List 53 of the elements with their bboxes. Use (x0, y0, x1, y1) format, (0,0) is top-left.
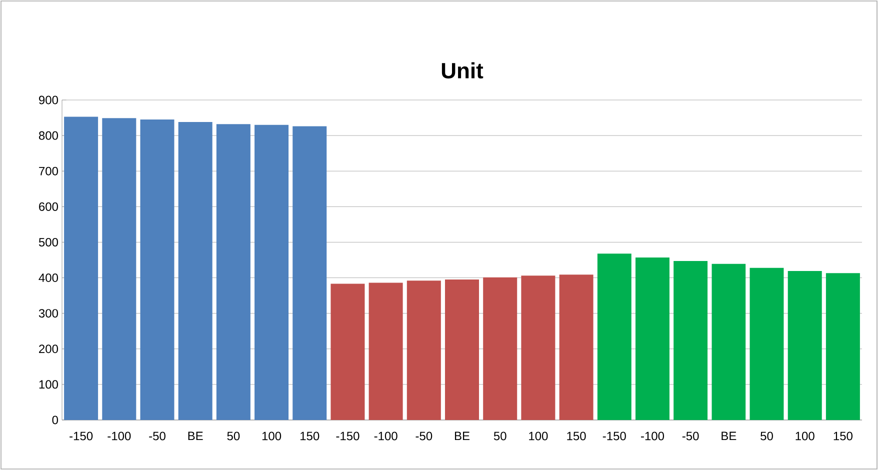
y-tick-label: 300 (38, 309, 58, 318)
bar (216, 124, 250, 420)
bar (178, 122, 212, 420)
bar (674, 261, 708, 420)
y-tick-label: 200 (39, 344, 58, 354)
bar (826, 273, 860, 420)
x-tick-label: -150 (336, 432, 360, 440)
y-tick-label: 700 (39, 166, 58, 176)
x-tick-label: 50 (760, 432, 773, 440)
x-tick-label: 100 (796, 432, 814, 440)
bar (483, 277, 518, 420)
x-tick-label: 150 (834, 432, 852, 440)
x-tick-label: 100 (529, 432, 548, 440)
bar (140, 120, 174, 420)
bar (445, 280, 480, 420)
x-tick-label: -150 (70, 432, 93, 440)
x-tick-label: -50 (682, 432, 699, 440)
chart-title: Unit (442, 62, 484, 78)
bar (597, 254, 632, 420)
x-tick-label: -100 (641, 432, 664, 440)
x-tick-label: 50 (494, 432, 506, 440)
y-tick-label: 100 (39, 380, 58, 389)
bar (559, 274, 594, 420)
bar (750, 268, 784, 420)
bar (64, 116, 98, 420)
x-tick-label: 100 (262, 432, 282, 440)
x-tick-label: 150 (567, 432, 586, 440)
x-tick-label: 50 (227, 432, 240, 440)
bar (788, 271, 822, 420)
bar (292, 126, 327, 420)
y-tick-label: 500 (38, 238, 58, 246)
bar (712, 264, 746, 420)
bar (368, 282, 403, 420)
x-tick-label: 150 (300, 432, 320, 440)
y-tick-label: 800 (38, 131, 58, 140)
y-tick-label: 400 (38, 274, 58, 282)
x-tick-label: -50 (416, 432, 432, 440)
bar (635, 258, 670, 420)
y-tick-label: 0 (52, 416, 58, 424)
bar (406, 280, 441, 420)
bar (521, 276, 556, 420)
bar (330, 284, 365, 420)
x-tick-label: -100 (108, 432, 131, 440)
x-tick-label: -100 (374, 432, 398, 440)
x-tick-label: BE (188, 432, 203, 440)
x-tick-label: BE (454, 432, 470, 440)
x-tick-label: -50 (149, 432, 166, 440)
y-tick-label: 900 (39, 96, 58, 104)
bar (102, 118, 136, 420)
x-tick-label: -150 (602, 432, 626, 440)
y-tick-label: 600 (39, 202, 58, 211)
x-tick-label: BE (722, 432, 736, 440)
bar (254, 124, 289, 420)
